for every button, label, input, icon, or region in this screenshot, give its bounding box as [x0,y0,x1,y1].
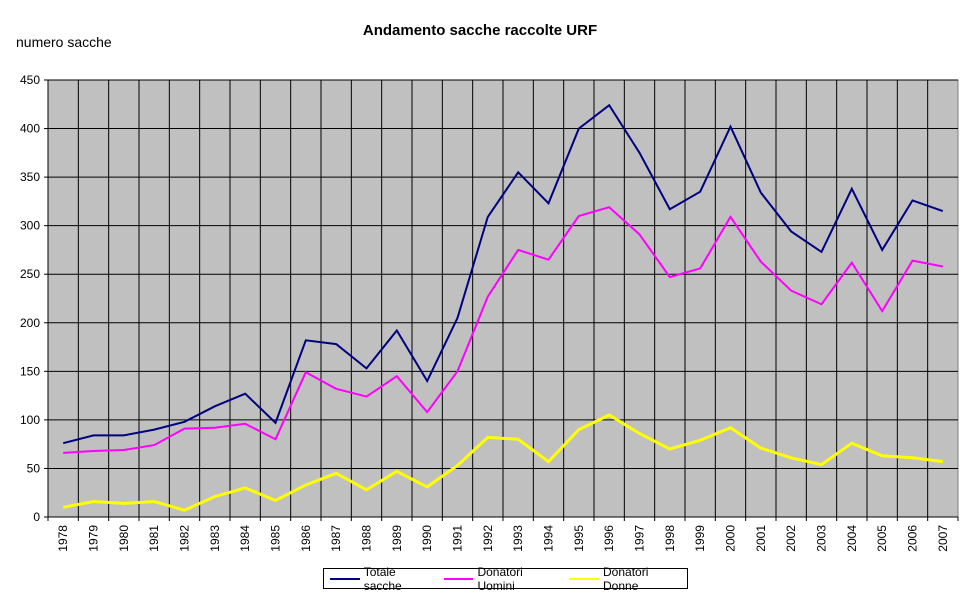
x-tick-label: 2001 [754,525,768,552]
series-line-totale-sacche [62,103,944,445]
legend-swatch [569,577,599,580]
series-line-donatori-donne [62,413,943,512]
x-tick-label: 1983 [208,525,222,552]
x-tick-label: 1991 [451,525,465,552]
x-tick-label: 2004 [845,525,859,552]
x-tick-label: 1979 [87,525,101,552]
y-axis-label: numero sacche [16,34,112,50]
legend: Totale sacche Donatori Uomini Donatori Don… [323,565,688,593]
x-tick-label: 2000 [724,525,738,552]
series-line-donatori-uomini [63,206,943,454]
x-tick-label: 1989 [390,525,404,552]
x-tick-label: 1980 [117,525,131,552]
legend-item-totale-sacche: Totale sacche [330,565,432,593]
y-tick-label: 200 [20,316,40,330]
y-tick-label: 450 [20,73,40,87]
plot-area: 0 50 100 150 200 250 300 350 400 450 1978 1979 1980 1… [20,73,959,552]
y-tick-label: 350 [20,170,40,184]
legend-item-donatori-donne: Donatori Donne [569,565,681,593]
y-tick-label: 100 [20,413,40,427]
x-tick-label: 1987 [329,525,343,552]
y-tick-label: 250 [20,267,40,281]
x-tick-label: 1996 [602,525,616,552]
x-tick-label: 1978 [56,525,70,552]
x-tick-label: 1998 [663,525,677,552]
legend-swatch [443,577,474,580]
x-tick-label: 1988 [360,525,374,552]
legend-item-donatori-uomini: Donatori Uomini [443,564,558,593]
legend-swatch [330,577,360,580]
x-tick-label: 2003 [815,525,829,552]
y-tick-label: 50 [27,461,41,475]
x-tick-label: 1990 [420,525,434,552]
x-tick-label: 1986 [299,525,313,552]
x-tick-label: 2007 [936,525,950,552]
x-tick-label: 2005 [875,525,889,552]
y-tick-label: 150 [20,364,40,378]
y-tick-label: 0 [33,510,40,524]
x-tick-label: 1984 [238,525,252,552]
x-tick-label: 1982 [178,525,192,552]
legend-label: Donatori Donne [603,564,649,593]
x-tick-label: 1995 [572,525,586,552]
chart-title: Andamento sacche raccolte URF [362,22,598,39]
x-tick-label: 2006 [906,525,920,552]
legend-label: Donatori Uomini [477,564,523,593]
x-tick-label: 1997 [633,525,647,552]
x-tick-label: 1999 [693,525,707,552]
y-tick-label: 300 [20,219,40,233]
x-tick-label: 2002 [784,525,798,552]
x-tick-label: 1992 [481,525,495,552]
y-tick-label: 400 [20,122,40,136]
x-tick-label: 1993 [511,525,525,552]
x-tick-label: 1985 [269,525,283,552]
x-tick-label: 1981 [147,525,161,552]
x-tick-label: 1994 [542,525,556,552]
legend-label: Totale sacche [363,564,402,593]
